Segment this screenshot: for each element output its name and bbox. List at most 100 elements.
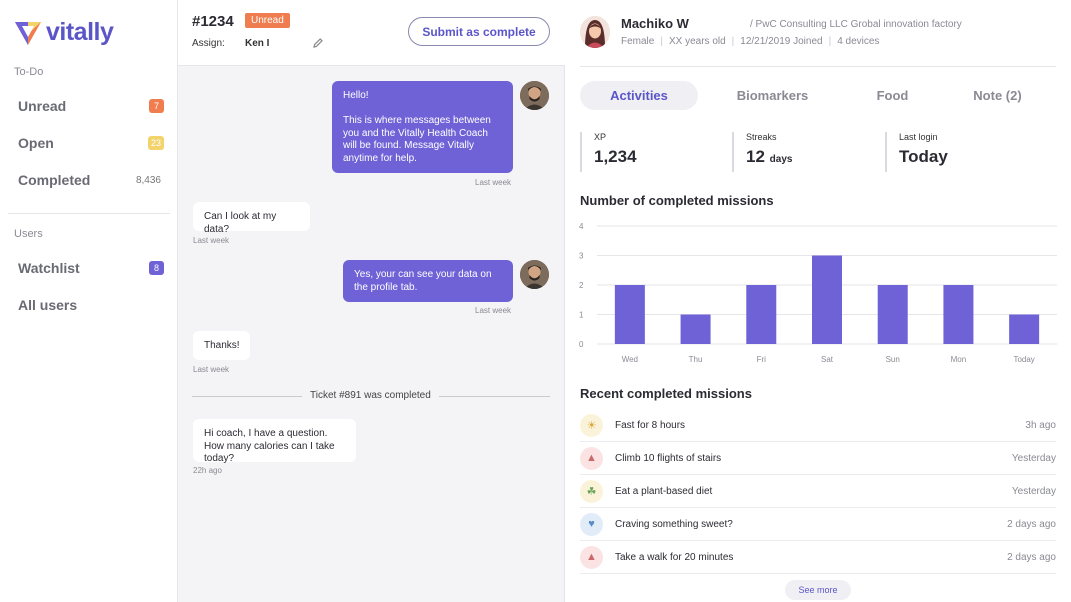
watchlist-count-badge: 8 [149,261,164,275]
mission-time: Yesterday [1011,452,1056,464]
sidebar-item-completed[interactable]: Completed 8,436 [18,169,164,191]
mission-row[interactable]: ☘ Eat a plant-based diet Yesterday [580,475,1056,508]
sidebar-item-watchlist[interactable]: Watchlist 8 [18,257,164,279]
user-avatar[interactable] [580,16,610,48]
user-avatar-icon [580,16,610,48]
see-more-button[interactable]: See more [785,580,851,600]
x-tick-label: Fri [757,355,767,364]
chart-bar-fri [746,285,777,344]
mission-name: Eat a plant-based diet [615,485,713,497]
user-meta: Female | XX years old | 12/21/2019 Joined |… [621,36,880,47]
stat-value: 1,234 [594,147,637,166]
chat-panel: #1234 Unread Assign: Ken I Submit as com… [178,0,565,602]
chart-bar-thu [680,314,711,344]
stat-label: Last login [899,132,938,142]
running-icon: ☀ [580,413,603,437]
tab-food[interactable]: Food [876,88,909,103]
brand-name: vitally [46,18,114,46]
message-bubble-out: Yes, your can see your data on the profi… [343,260,513,302]
sidebar: vitally To-Do Unread 7 Open 23 Completed… [0,0,178,602]
user-organization: / PwC Consulting LLC Grobal innovation f… [750,19,962,30]
message-bubble-in: Hi coach, I have a question. How many ca… [193,419,356,464]
x-tick-label: Sat [821,355,834,364]
message-timestamp: Last week [193,236,230,245]
chart-bar-sat [812,255,842,344]
stat-label: Streaks [746,132,777,142]
mission-name: Craving something sweet? [615,518,733,530]
y-tick-label: 4 [579,222,584,231]
chart-bar-wed [614,285,645,344]
profile-divider [580,66,1056,67]
system-note: Ticket #891 was completed [302,390,439,401]
open-count-badge: 23 [147,136,164,150]
stairs-icon: ▲ [580,446,603,470]
sidebar-divider [8,213,170,214]
ticket-id: #1234 [192,13,234,30]
sidebar-item-label: Completed [18,172,91,188]
brand-logo[interactable]: vitally [14,18,114,47]
x-tick-label: Wed [622,355,638,364]
status-badge: Unread [245,13,290,28]
mission-time: Yesterday [1011,485,1056,497]
coach-avatar-icon [520,260,549,289]
users-section-label: Users [14,228,43,240]
x-tick-label: Mon [951,355,967,364]
mission-row[interactable]: ▲ Climb 10 flights of stairs Yesterday [580,442,1056,475]
assign-label: Assign: [192,38,225,49]
tab-note[interactable]: Note (2) [973,88,1022,103]
sidebar-item-label: All users [18,297,78,313]
sweet-icon: ♥ [580,512,603,536]
sidebar-item-open[interactable]: Open 23 [18,132,164,154]
stat-value: 12 days [746,147,792,167]
walk-icon: ▲ [580,545,603,569]
y-tick-label: 3 [579,252,584,261]
streak-value: 12 [746,147,765,166]
chart-bar-mon [943,285,974,344]
user-age: XX years old [668,36,726,47]
user-gender: Female [621,36,655,47]
mission-name: Take a walk for 20 minutes [615,551,734,563]
vitally-logo-icon [15,21,41,45]
mission-row[interactable]: ☀ Fast for 8 hours 3h ago [580,409,1056,442]
coach-avatar [520,260,549,289]
mission-name: Fast for 8 hours [615,419,686,431]
sidebar-item-unread[interactable]: Unread 7 [18,95,164,117]
stat-last-login: Last login Today [885,132,948,172]
tab-activities[interactable]: Activities [580,81,698,110]
streak-unit: days [769,154,793,165]
sidebar-item-label: Open [18,135,54,151]
coach-avatar [520,81,549,110]
plant-icon: ☘ [580,479,603,503]
message-bubble-out: Hello! This is where messages between yo… [332,81,513,173]
stat-label: XP [594,132,607,142]
mission-time: 2 days ago [1007,551,1056,563]
user-joined: 12/21/2019 Joined [740,36,823,47]
message-timestamp: Last week [475,178,512,187]
mission-time: 3h ago [1025,419,1056,431]
mission-row[interactable]: ♥ Craving something sweet? 2 days ago [580,508,1056,541]
coach-avatar-icon [520,81,549,110]
chart-bar-today [1009,314,1040,344]
tab-biomarkers[interactable]: Biomarkers [736,88,809,103]
user-devices: 4 devices [837,36,880,47]
x-tick-label: Today [1013,355,1034,364]
y-tick-label: 2 [579,281,584,290]
mission-name: Climb 10 flights of stairs [615,452,722,464]
chart-title: Number of completed missions [580,193,774,208]
profile-panel: Machiko W / PwC Consulting LLC Grobal in… [565,0,1071,602]
chart-bar-sun [877,285,908,344]
message-timestamp: Last week [193,365,230,374]
stat-value: Today [899,147,948,166]
user-name: Machiko W [621,16,689,31]
message-bubble-in: Can I look at my data? [193,202,310,235]
message-bubble-in: Thanks! [193,331,250,360]
mission-row[interactable]: ▲ Take a walk for 20 minutes 2 days ago [580,541,1056,574]
x-tick-label: Thu [689,355,703,364]
sidebar-item-all-users[interactable]: All users [18,294,164,316]
submit-complete-button[interactable]: Submit as complete [408,17,550,46]
unread-count-badge: 7 [149,99,164,113]
x-tick-label: Sun [886,355,900,364]
missions-bar-chart: 0 1 2 3 4 Wed Thu Fri Sat Sun Mon Today [579,222,1057,364]
pencil-icon[interactable] [312,37,324,49]
